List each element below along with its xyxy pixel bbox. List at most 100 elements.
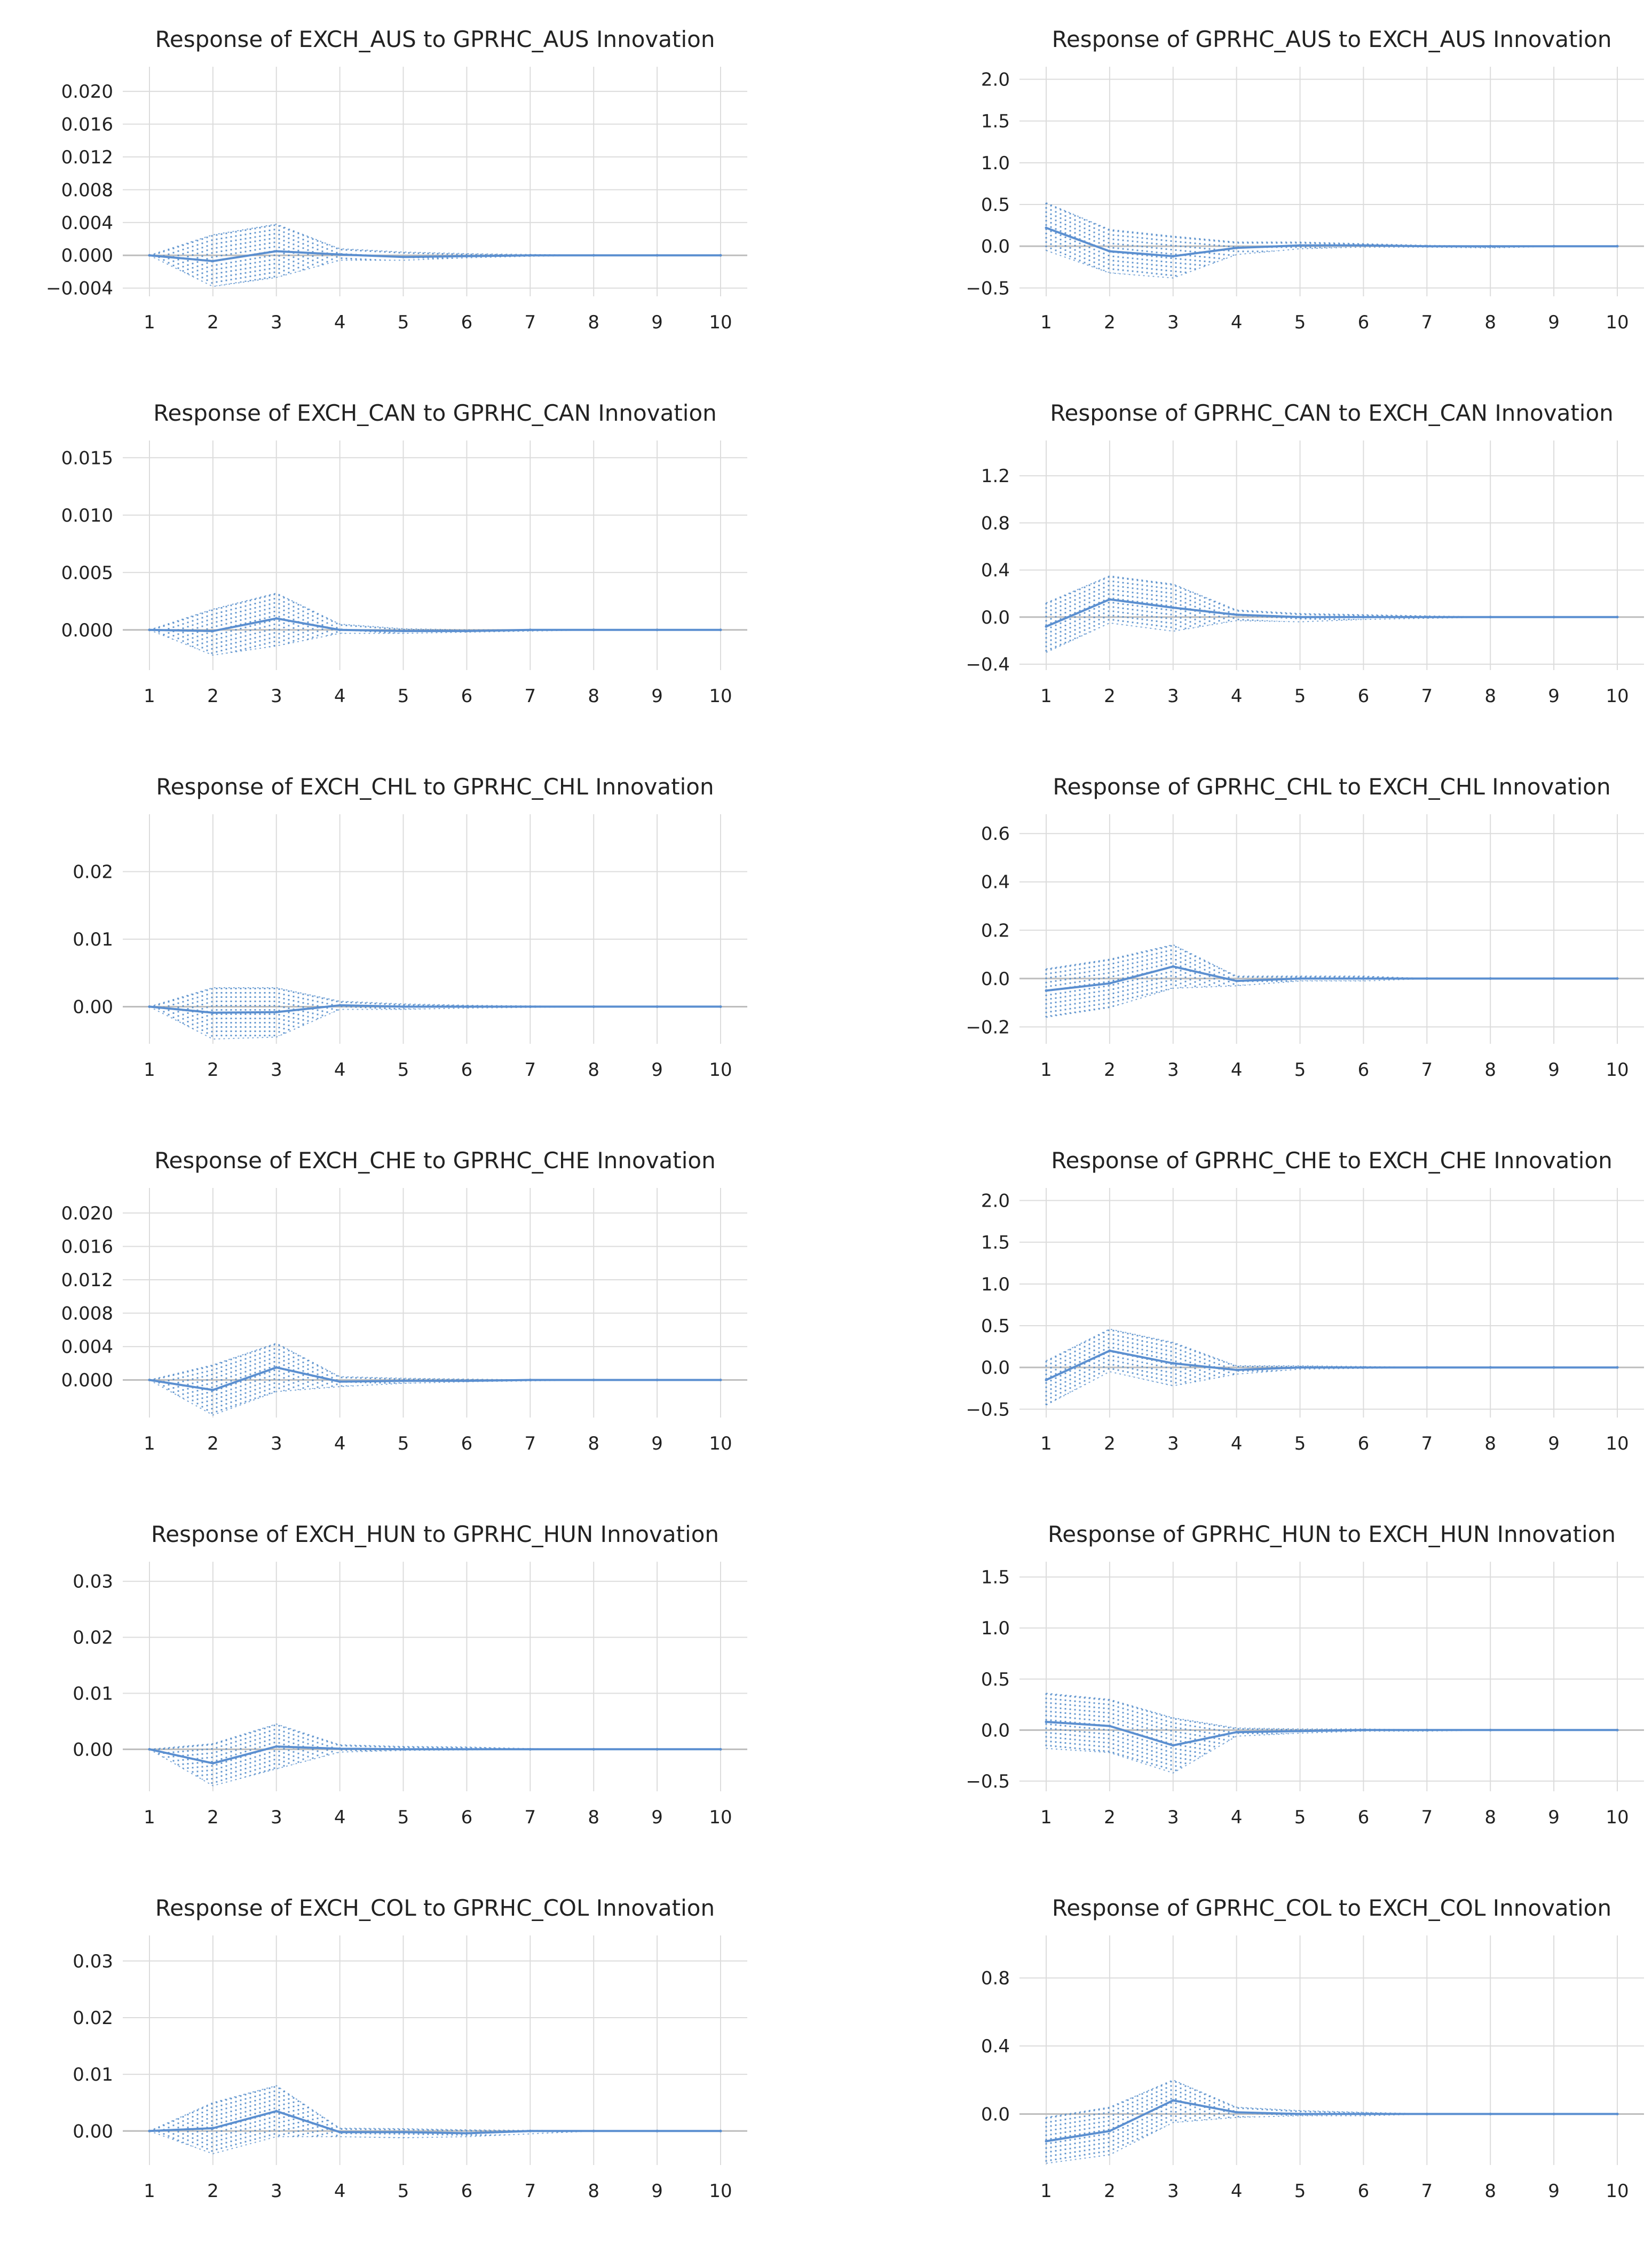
x-tick-label: 10 (1606, 1807, 1629, 1828)
response-point (1172, 1361, 1175, 1365)
response-point (1299, 616, 1302, 619)
chart-panel-2: Response of GPRHC_AUS to EXCH_AUS Innova… (966, 26, 1644, 333)
y-tick-label: 0.016 (61, 114, 113, 136)
x-tick-label: 4 (1231, 1433, 1243, 1454)
x-tick-label: 6 (461, 1807, 473, 1828)
response-point (275, 617, 278, 620)
x-tick-label: 7 (1421, 1807, 1433, 1828)
x-tick-label: 5 (1294, 312, 1306, 333)
response-point (1616, 1366, 1619, 1369)
response-point (719, 1748, 722, 1751)
chart-panel-6: Response of GPRHC_CHL to EXCH_CHL Innova… (966, 774, 1644, 1081)
chart-title: Response of EXCH_AUS to GPRHC_AUS Innova… (155, 26, 715, 52)
x-tick-label: 7 (1421, 686, 1433, 707)
y-tick-label: 1.5 (981, 111, 1010, 132)
x-tick-label: 4 (334, 1807, 346, 1828)
response-point (1172, 606, 1175, 609)
y-tick-label: 0.012 (61, 1270, 113, 1291)
response-point (1616, 2112, 1619, 2115)
response-point (528, 2129, 532, 2132)
x-tick-label: 3 (1167, 2181, 1179, 2202)
y-tick-label: 0.0 (981, 1357, 1010, 1379)
confidence-band (1045, 202, 1532, 278)
chart-panel-12: Response of GPRHC_COL to EXCH_COL Innova… (981, 1895, 1644, 2202)
x-tick-label: 7 (1421, 312, 1433, 333)
response-point (148, 254, 151, 257)
x-tick-label: 3 (1167, 1807, 1179, 1828)
chart-title: Response of GPRHC_HUN to EXCH_HUN Innova… (1048, 1521, 1616, 1547)
response-line (149, 250, 721, 263)
x-tick-label: 1 (1040, 1433, 1052, 1454)
y-tick-label: 0.016 (61, 1236, 113, 1257)
upper-bound-line (1046, 1328, 1617, 1368)
response-point (1108, 2129, 1111, 2132)
y-tick-label: 0.0 (981, 607, 1010, 628)
response-point (719, 1005, 722, 1008)
confidence-band (1045, 2081, 1417, 2163)
x-tick-label: 6 (1358, 312, 1370, 333)
x-tick-label: 7 (1421, 1059, 1433, 1081)
chart-title: Response of GPRHC_COL to EXCH_COL Innova… (1052, 1895, 1611, 1921)
y-tick-label: 0.4 (981, 2036, 1010, 2057)
response-point (465, 1748, 468, 1751)
x-tick-label: 2 (1104, 2181, 1116, 2202)
response-point (211, 2127, 215, 2130)
y-tick-label: 0.010 (61, 505, 113, 526)
x-tick-label: 2 (207, 312, 219, 333)
response-point (148, 1748, 151, 1751)
upper-bound-line (149, 1723, 721, 1750)
response-point (1425, 616, 1428, 619)
x-tick-label: 3 (271, 312, 282, 333)
response-line (1046, 2099, 1617, 2143)
response-point (1299, 1729, 1302, 1733)
response-point (592, 1379, 595, 1382)
lower-bound-line (1046, 978, 1617, 1018)
response-point (1362, 1366, 1365, 1369)
chart-panel-8: Response of GPRHC_CHE to EXCH_CHE Innova… (966, 1147, 1644, 1454)
x-tick-label: 5 (398, 312, 409, 333)
response-point (1108, 1349, 1111, 1352)
chart-title: Response of EXCH_CHE to GPRHC_CHE Innova… (154, 1147, 716, 1174)
response-point (1235, 979, 1238, 982)
x-tick-label: 1 (144, 2181, 155, 2202)
response-point (1489, 1728, 1492, 1731)
response-point (719, 628, 722, 632)
x-tick-label: 4 (1231, 1807, 1243, 1828)
response-point (1299, 244, 1302, 247)
chart-panel-3: Response of EXCH_CAN to GPRHC_CAN Innova… (61, 400, 747, 707)
response-point (402, 629, 405, 633)
y-tick-label: −0.5 (966, 1399, 1010, 1420)
response-point (1616, 977, 1619, 980)
y-tick-label: 0.6 (981, 823, 1010, 845)
y-tick-label: 0.5 (981, 1669, 1010, 1690)
x-tick-label: 9 (651, 2181, 663, 2202)
x-tick-label: 8 (1484, 2181, 1496, 2202)
response-point (1362, 2112, 1365, 2115)
x-tick-label: 6 (461, 1059, 473, 1081)
y-tick-label: 0.01 (73, 1683, 113, 1704)
x-tick-label: 1 (1040, 1807, 1052, 1828)
lower-bound-line (149, 1006, 721, 1040)
response-point (655, 628, 659, 632)
x-tick-label: 1 (144, 312, 155, 333)
x-tick-label: 1 (1040, 1059, 1052, 1081)
confidence-band (153, 1725, 530, 1785)
response-point (592, 1748, 595, 1751)
response-point (655, 1005, 659, 1008)
response-point (1425, 977, 1428, 980)
y-tick-label: 0.008 (61, 179, 113, 201)
x-tick-label: 2 (1104, 1807, 1116, 1828)
confidence-band (153, 593, 564, 655)
x-tick-label: 4 (334, 1059, 346, 1081)
chart-title: Response of EXCH_CAN to GPRHC_CAN Innova… (153, 400, 717, 426)
response-point (338, 2130, 342, 2134)
x-tick-label: 1 (1040, 686, 1052, 707)
response-point (1299, 1366, 1302, 1369)
response-point (1616, 616, 1619, 619)
x-tick-label: 10 (1606, 1059, 1629, 1081)
lower-bound-line (1046, 2113, 1617, 2164)
x-tick-label: 3 (271, 1059, 282, 1081)
response-point (592, 254, 595, 257)
x-tick-label: 8 (588, 1059, 599, 1081)
response-point (465, 255, 468, 258)
